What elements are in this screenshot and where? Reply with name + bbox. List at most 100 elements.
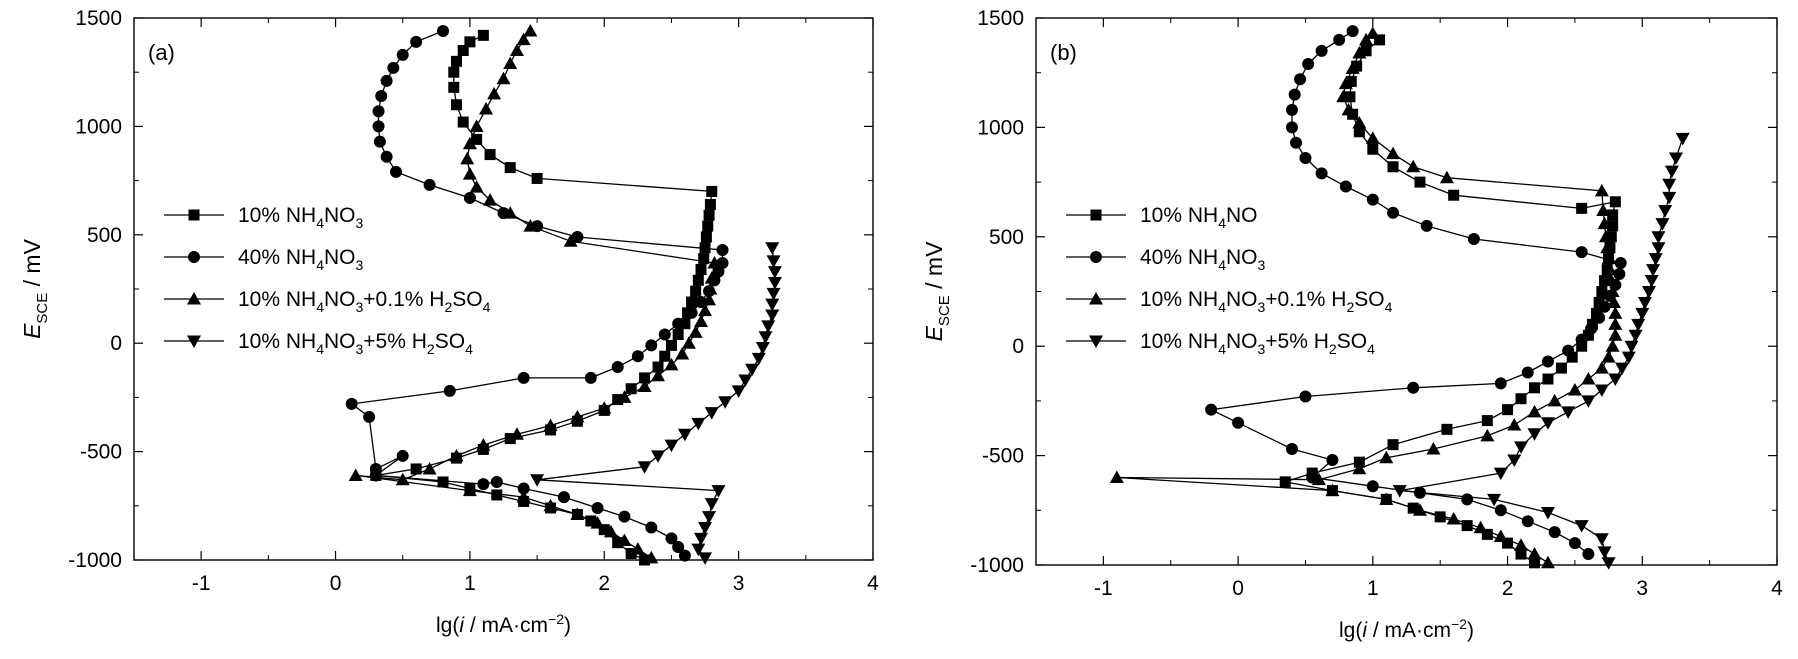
legend-marker-circle bbox=[1090, 251, 1102, 263]
x-axis-label: lg(i / mA·cm−2) bbox=[436, 611, 571, 637]
data-point-triangle-up bbox=[563, 234, 578, 247]
legend-label-part: 10% NH bbox=[238, 204, 316, 227]
data-point-circle bbox=[517, 371, 530, 384]
y-axis-label-subscript: SCE bbox=[34, 293, 51, 324]
data-point-triangle-down bbox=[1597, 546, 1612, 559]
data-point-square bbox=[1566, 351, 1578, 363]
data-point-triangle-up bbox=[1379, 450, 1394, 464]
data-point-circle bbox=[1299, 152, 1312, 165]
data-point-triangle-up bbox=[1605, 284, 1620, 297]
data-point-triangle-down bbox=[651, 450, 666, 463]
y-tick-label: 500 bbox=[87, 224, 122, 247]
data-point-square bbox=[695, 263, 707, 275]
data-point-circle bbox=[1205, 403, 1218, 416]
data-point-circle bbox=[1582, 548, 1595, 561]
data-point-triangle-up bbox=[1412, 503, 1427, 516]
data-point-triangle-down bbox=[664, 439, 679, 453]
data-point-circle bbox=[380, 150, 393, 163]
legend-label-part: NO bbox=[1226, 330, 1258, 353]
legend-label-part: SO bbox=[1354, 288, 1384, 311]
data-point-circle bbox=[665, 532, 678, 545]
data-point-square bbox=[491, 489, 503, 501]
legend-label-part: 10% NH bbox=[1140, 288, 1218, 311]
data-point-triangle-up bbox=[1606, 295, 1621, 308]
data-point-square bbox=[625, 383, 637, 395]
data-point-triangle-up bbox=[1473, 520, 1488, 534]
data-point-circle bbox=[1333, 33, 1346, 46]
legend-label-part: 10% NH bbox=[238, 330, 316, 353]
legend-label-subscript: 4 bbox=[316, 215, 324, 231]
data-point-triangle-down bbox=[738, 374, 753, 388]
data-point-triangle-down bbox=[765, 242, 780, 255]
legend-label: 10% NH4NO3+0.1% H2SO4 bbox=[1140, 288, 1393, 315]
data-point-triangle-up bbox=[1359, 32, 1374, 46]
data-point-triangle-up bbox=[1608, 328, 1623, 341]
x-tick-label: -1 bbox=[192, 572, 211, 595]
data-point-triangle-down bbox=[1642, 286, 1657, 299]
data-point-triangle-up bbox=[496, 71, 511, 85]
legend-label-part: +5% H bbox=[363, 330, 427, 353]
data-point-triangle-up bbox=[543, 498, 558, 512]
x-tick-label: 2 bbox=[1502, 577, 1514, 600]
data-point-square bbox=[1528, 382, 1540, 394]
data-point-triangle-up bbox=[1325, 483, 1340, 497]
legend-label-subscript: 4 bbox=[1385, 299, 1393, 315]
data-point-triangle-up bbox=[483, 193, 498, 206]
data-point-triangle-up bbox=[707, 255, 722, 269]
data-point-square bbox=[698, 253, 710, 265]
data-point-square bbox=[1481, 415, 1493, 427]
series-triangle-down bbox=[1392, 132, 1690, 570]
x-axis-label-superscript: −2 bbox=[1451, 616, 1467, 632]
data-point-square bbox=[1593, 296, 1605, 308]
series-triangle-down bbox=[530, 242, 782, 565]
data-point-circle bbox=[1315, 44, 1328, 57]
data-point-triangle-up bbox=[1600, 240, 1615, 254]
legend-label-subscript: 4 bbox=[316, 257, 324, 273]
data-point-square bbox=[1353, 126, 1365, 138]
x-tick-label: 2 bbox=[598, 572, 610, 595]
legend-label: 10% NH4NO3+5% H2SO4 bbox=[1140, 330, 1375, 357]
data-point-triangle-down bbox=[677, 428, 692, 442]
data-point-square bbox=[686, 296, 698, 308]
data-point-triangle-down bbox=[767, 276, 782, 290]
data-point-square bbox=[1607, 220, 1619, 232]
data-point-triangle-down bbox=[704, 407, 719, 420]
legend-marker-square bbox=[188, 209, 200, 221]
data-point-triangle-up bbox=[1352, 461, 1367, 475]
data-point-triangle-up bbox=[664, 357, 679, 371]
data-point-triangle-up bbox=[694, 314, 709, 328]
data-point-square bbox=[690, 285, 702, 297]
legend-label-subscript: 2 bbox=[427, 341, 435, 357]
x-axis-label-part: / mA·cm bbox=[464, 614, 548, 637]
data-point-triangle-down bbox=[718, 396, 733, 409]
data-point-triangle-down bbox=[1601, 557, 1616, 570]
data-point-triangle-up bbox=[476, 438, 491, 451]
data-point-square bbox=[450, 99, 462, 111]
data-point-triangle-up bbox=[1426, 442, 1441, 455]
data-point-square bbox=[464, 36, 476, 48]
legend-label-subscript: 2 bbox=[1346, 299, 1354, 315]
data-point-triangle-up bbox=[509, 427, 524, 440]
legend-label-part: NO bbox=[1226, 288, 1258, 311]
data-point-square bbox=[471, 133, 483, 145]
data-point-circle bbox=[1299, 390, 1312, 403]
legend-label-part: 40% NH bbox=[238, 246, 316, 269]
y-tick-label: 1500 bbox=[75, 7, 122, 30]
data-point-circle bbox=[1541, 355, 1554, 368]
data-point-triangle-up bbox=[1601, 251, 1616, 265]
x-tick-label: 0 bbox=[330, 572, 342, 595]
data-point-circle bbox=[375, 90, 388, 103]
legend-label: 40% NH4NO3 bbox=[1140, 246, 1266, 273]
data-point-triangle-up bbox=[462, 136, 477, 150]
data-point-triangle-down bbox=[1594, 533, 1609, 546]
data-point-square bbox=[1609, 196, 1621, 208]
data-point-triangle-up bbox=[1406, 159, 1421, 173]
data-point-triangle-up bbox=[543, 418, 558, 432]
legend-label-part: SO bbox=[1337, 330, 1367, 353]
data-point-triangle-up bbox=[1514, 538, 1529, 551]
data-point-triangle-up bbox=[603, 524, 618, 538]
legend-label-subscript: 3 bbox=[356, 215, 364, 231]
data-point-circle bbox=[1613, 267, 1626, 280]
data-point-square bbox=[659, 350, 671, 362]
data-point-square bbox=[484, 149, 496, 161]
